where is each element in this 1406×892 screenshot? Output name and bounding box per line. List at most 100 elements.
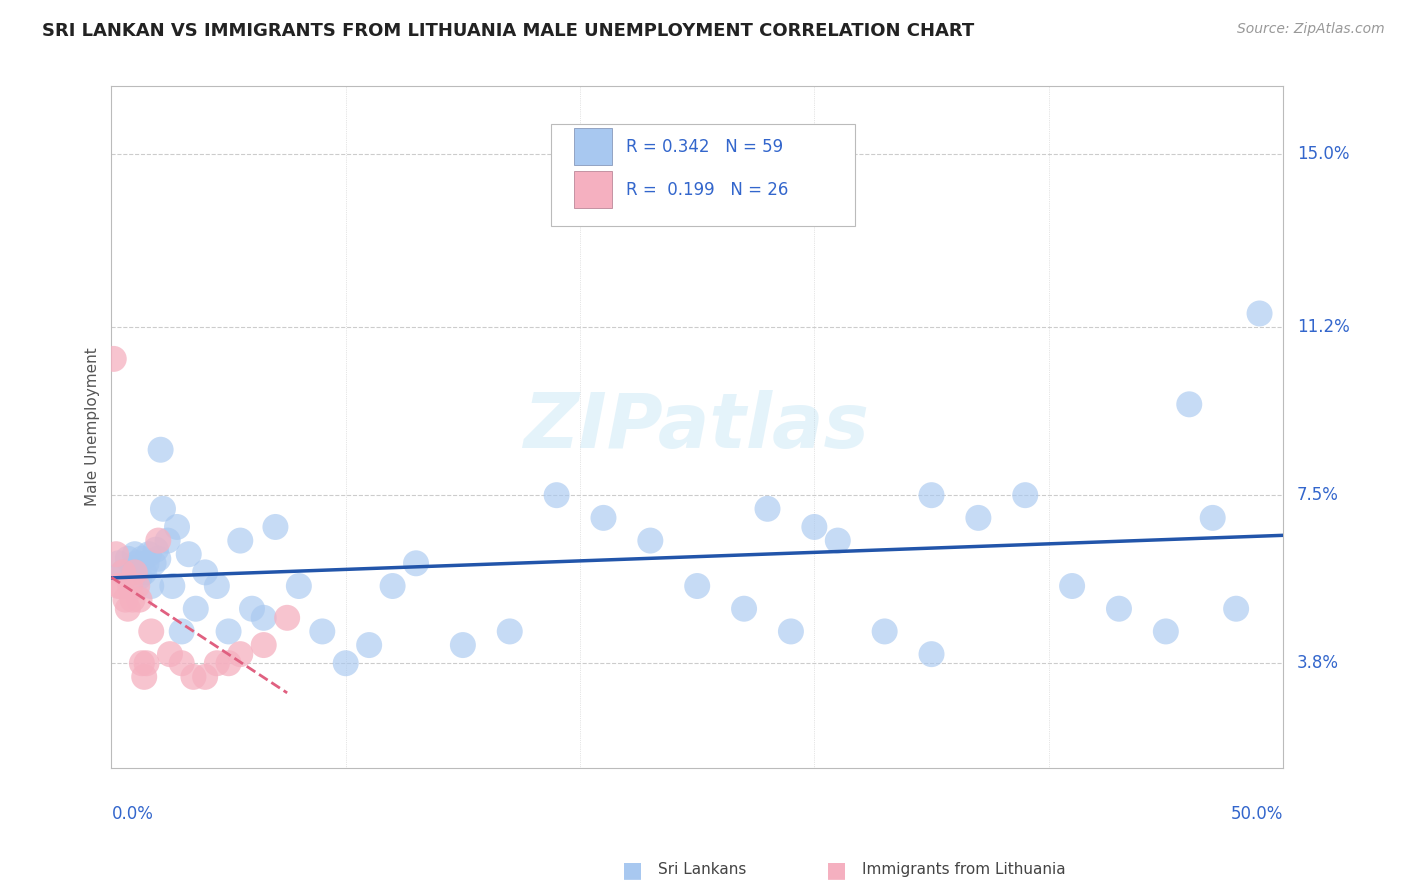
Text: 3.8%: 3.8%	[1298, 654, 1339, 673]
Point	[359, 638, 381, 652]
Point	[451, 638, 474, 652]
Point	[967, 511, 990, 525]
Point	[288, 579, 311, 593]
Text: R =  0.199   N = 26: R = 0.199 N = 26	[626, 180, 789, 199]
Y-axis label: Male Unemployment: Male Unemployment	[86, 348, 100, 507]
Point	[921, 488, 943, 502]
Point	[128, 570, 150, 584]
Point	[827, 533, 849, 548]
Point	[1108, 601, 1130, 615]
Point	[1062, 579, 1084, 593]
Point	[1225, 601, 1247, 615]
Point	[135, 557, 157, 571]
Text: ZIPatlas: ZIPatlas	[524, 390, 870, 464]
Point	[121, 561, 143, 575]
Point	[194, 670, 217, 684]
Point	[1014, 488, 1036, 502]
Point	[135, 657, 157, 671]
Text: 7.5%: 7.5%	[1298, 486, 1339, 504]
Point	[112, 566, 135, 580]
Point	[148, 533, 170, 548]
Point	[114, 592, 136, 607]
Point	[253, 611, 276, 625]
Point	[546, 488, 568, 502]
Point	[149, 442, 172, 457]
Point	[276, 611, 298, 625]
Point	[205, 579, 228, 593]
FancyBboxPatch shape	[551, 124, 855, 226]
Point	[264, 520, 287, 534]
Point	[803, 520, 825, 534]
Point	[107, 557, 129, 571]
Text: 0.0%: 0.0%	[111, 805, 153, 823]
Text: 15.0%: 15.0%	[1298, 145, 1350, 163]
Point	[1178, 397, 1201, 411]
Point	[166, 520, 188, 534]
Point	[756, 501, 779, 516]
FancyBboxPatch shape	[574, 128, 612, 165]
Point	[592, 511, 614, 525]
Text: Source: ZipAtlas.com: Source: ZipAtlas.com	[1237, 22, 1385, 37]
Point	[127, 579, 149, 593]
Point	[128, 592, 150, 607]
Point	[183, 670, 205, 684]
Point	[134, 566, 156, 580]
Point	[162, 579, 184, 593]
Point	[124, 547, 146, 561]
Point	[381, 579, 404, 593]
Point	[156, 533, 179, 548]
Point	[686, 579, 709, 593]
Point	[159, 647, 181, 661]
Point	[733, 601, 755, 615]
Text: ■: ■	[623, 860, 643, 880]
Point	[229, 533, 252, 548]
Point	[127, 557, 149, 571]
Text: ■: ■	[827, 860, 846, 880]
Point	[184, 601, 207, 615]
Text: R = 0.342   N = 59: R = 0.342 N = 59	[626, 137, 783, 156]
Point	[117, 601, 139, 615]
Point	[141, 624, 163, 639]
Point	[311, 624, 333, 639]
Point	[120, 579, 142, 593]
Point	[170, 657, 193, 671]
Text: Sri Lankans: Sri Lankans	[658, 863, 747, 877]
Point	[148, 551, 170, 566]
Point	[1249, 306, 1271, 320]
Point	[253, 638, 276, 652]
Text: SRI LANKAN VS IMMIGRANTS FROM LITHUANIA MALE UNEMPLOYMENT CORRELATION CHART: SRI LANKAN VS IMMIGRANTS FROM LITHUANIA …	[42, 22, 974, 40]
Point	[131, 551, 153, 566]
Point	[240, 601, 263, 615]
Point	[105, 547, 128, 561]
Point	[124, 566, 146, 580]
Point	[103, 351, 125, 366]
Point	[142, 557, 165, 571]
Point	[499, 624, 522, 639]
Text: Immigrants from Lithuania: Immigrants from Lithuania	[862, 863, 1066, 877]
Point	[1154, 624, 1177, 639]
Point	[873, 624, 896, 639]
Point	[131, 657, 153, 671]
Text: 50.0%: 50.0%	[1230, 805, 1284, 823]
Point	[152, 501, 174, 516]
Point	[780, 624, 803, 639]
Point	[640, 533, 662, 548]
Point	[218, 657, 240, 671]
Point	[138, 547, 160, 561]
Point	[121, 592, 143, 607]
Point	[229, 647, 252, 661]
FancyBboxPatch shape	[574, 171, 612, 209]
Text: 11.2%: 11.2%	[1298, 318, 1350, 336]
Point	[205, 657, 228, 671]
Point	[218, 624, 240, 639]
Point	[921, 647, 943, 661]
Point	[110, 579, 132, 593]
Point	[145, 542, 167, 557]
Point	[141, 579, 163, 593]
Point	[112, 566, 135, 580]
Point	[170, 624, 193, 639]
Point	[177, 547, 200, 561]
Point	[134, 670, 156, 684]
Point	[194, 566, 217, 580]
Point	[1202, 511, 1225, 525]
